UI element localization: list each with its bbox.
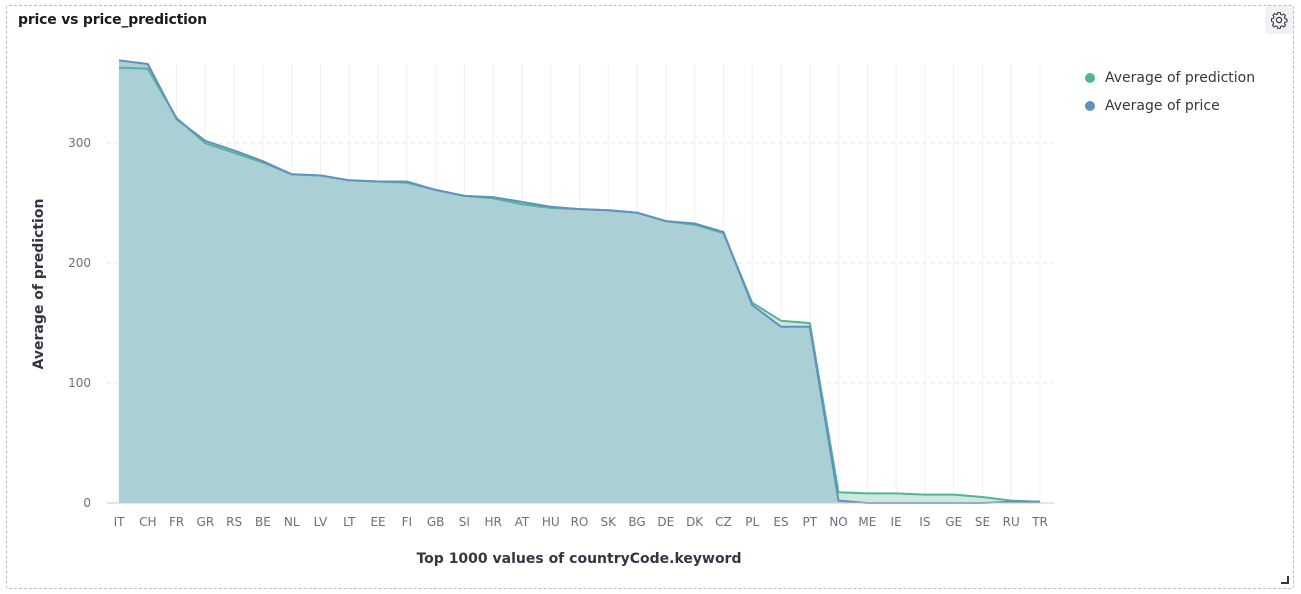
- y-tick-label: 0: [83, 496, 91, 510]
- gear-icon: [1270, 11, 1288, 29]
- x-tick-label: FR: [169, 515, 184, 529]
- price-area: [119, 60, 1040, 504]
- x-tick-label: RS: [226, 515, 242, 529]
- x-tick-label: SI: [459, 515, 470, 529]
- x-tick-label: ME: [858, 515, 876, 529]
- x-tick-label: LT: [343, 515, 356, 529]
- x-tick-label: DE: [657, 515, 674, 529]
- x-tick-label: RO: [571, 515, 589, 529]
- x-tick-label: GR: [197, 515, 215, 529]
- x-tick-label: IE: [891, 515, 902, 529]
- x-tick-label: AT: [515, 515, 530, 529]
- x-tick-label: IT: [114, 515, 126, 529]
- x-tick-label: LV: [314, 515, 328, 529]
- x-tick-label: TR: [1031, 515, 1048, 529]
- x-tick-label: GE: [945, 515, 962, 529]
- chart-legend: Average of prediction Average of price: [1085, 64, 1255, 120]
- area-chart: 0 100 200 300 IT CH FR GR RS BE NL LV LT EE FI GB SI HR AT…: [31, 59, 1054, 567]
- y-tick-label: 300: [68, 136, 91, 150]
- visualization-panel: price vs price_prediction 0 100 200 300 IT CH…: [6, 5, 1294, 589]
- x-tick-label: NL: [284, 515, 300, 529]
- legend-item-prediction[interactable]: Average of prediction: [1085, 64, 1255, 92]
- panel-title: price vs price_prediction: [18, 12, 207, 28]
- x-tick-label: SE: [975, 515, 990, 529]
- y-tick-label: 200: [68, 256, 91, 270]
- y-axis-title: Average of prediction: [31, 199, 47, 370]
- resize-handle-icon[interactable]: [1281, 576, 1289, 584]
- legend-dot-icon: [1085, 73, 1095, 83]
- x-tick-label: GB: [427, 515, 445, 529]
- x-tick-label: NO: [829, 515, 847, 529]
- x-tick-label: SK: [601, 515, 618, 529]
- x-tick-label: CZ: [715, 515, 732, 529]
- x-tick-label: ES: [773, 515, 788, 529]
- legend-item-price[interactable]: Average of price: [1085, 92, 1255, 120]
- x-tick-label: EE: [370, 515, 385, 529]
- y-tick-label: 100: [68, 376, 91, 390]
- x-tick-label: BE: [255, 515, 271, 529]
- x-tick-label: FI: [402, 515, 412, 529]
- x-tick-label: BG: [628, 515, 645, 529]
- x-tick-label: PT: [802, 515, 817, 529]
- legend-label: Average of price: [1105, 98, 1220, 114]
- chart-areas: [119, 60, 1040, 504]
- x-tick-label: DK: [686, 515, 704, 529]
- legend-label: Average of prediction: [1105, 70, 1256, 86]
- x-tick-label: RU: [1003, 515, 1020, 529]
- legend-dot-icon: [1085, 101, 1095, 111]
- x-tick-label: HU: [542, 515, 560, 529]
- panel-settings-button[interactable]: [1265, 6, 1293, 34]
- x-tick-label: IS: [919, 515, 930, 529]
- x-tick-label: PL: [745, 515, 759, 529]
- x-axis-title: Top 1000 values of countryCode.keyword: [416, 551, 741, 567]
- x-tick-label: CH: [139, 515, 156, 529]
- chart-axes: 0 100 200 300 IT CH FR GR RS BE NL LV LT EE FI GB SI HR AT…: [68, 136, 1054, 529]
- x-tick-label: HR: [484, 515, 501, 529]
